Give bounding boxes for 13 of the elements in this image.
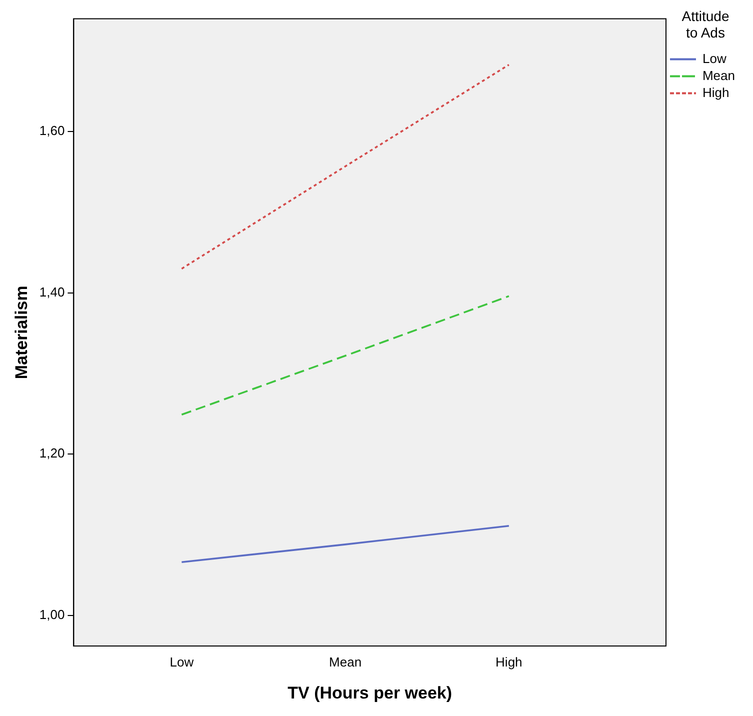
- legend-label: Low: [702, 50, 727, 66]
- legend-title: Attitude to Ads: [682, 8, 730, 41]
- y-tick-label: 1,20: [39, 446, 65, 461]
- legend-label: Mean: [702, 68, 736, 83]
- y-tick-label: 1,00: [39, 606, 65, 622]
- x-axis-title: TV (Hours per week): [288, 683, 452, 702]
- y-tick-label: 1,40: [39, 284, 65, 300]
- y-tick-label: 1,60: [39, 123, 65, 138]
- y-axis-title: Materialism: [12, 286, 31, 380]
- legend-label: High: [702, 84, 730, 100]
- x-tick-label: Low: [170, 654, 194, 670]
- x-tick-label: High: [496, 654, 522, 670]
- x-tick-label: Mean: [329, 654, 362, 670]
